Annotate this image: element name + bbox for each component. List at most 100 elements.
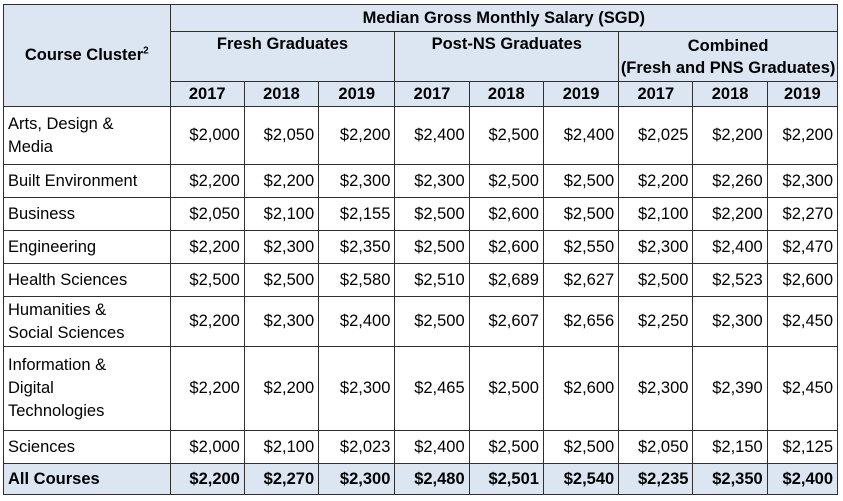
course-cluster-line: Information & <box>8 356 107 374</box>
salary-cell: $2,300 <box>766 164 839 198</box>
salary-cell: $2,400 <box>318 296 396 347</box>
salary-cell: $2,607 <box>468 296 544 347</box>
salary-cell: $2,270 <box>766 197 839 231</box>
salary-cell: $2,656 <box>542 296 620 347</box>
salary-cell: $2,200 <box>692 197 768 231</box>
course-cluster-line: Health Sciences <box>8 270 128 289</box>
course-cluster-name: Humanities & Social Sciences <box>3 296 171 347</box>
salary-cell: $2,200 <box>169 346 245 431</box>
course-cluster-line: Digital <box>8 379 54 397</box>
course-cluster-line: Social Sciences <box>8 323 125 342</box>
salary-cell: $2,600 <box>766 263 839 297</box>
course-cluster-name: Health Sciences <box>3 263 171 297</box>
salary-cell: $2,500 <box>394 296 470 347</box>
table-title: Median Gross Monthly Salary (SGD) <box>169 4 839 32</box>
course-cluster-name: Engineering <box>3 230 171 264</box>
total-salary-cell: $2,350 <box>692 463 768 495</box>
year-header: 2018 <box>692 81 768 107</box>
salary-cell: $2,523 <box>692 263 768 297</box>
salary-cell: $2,150 <box>692 430 768 464</box>
salary-cell: $2,500 <box>169 263 245 297</box>
salary-cell: $2,627 <box>542 263 620 297</box>
salary-cell: $2,600 <box>468 197 544 231</box>
salary-cell: $2,470 <box>766 230 839 264</box>
salary-cell: $2,023 <box>318 430 396 464</box>
year-header: 2017 <box>618 81 694 107</box>
total-salary-cell: $2,540 <box>542 463 620 495</box>
course-cluster-line: Engineering <box>8 237 97 256</box>
salary-cell: $2,300 <box>618 346 694 431</box>
salary-cell: $2,689 <box>468 263 544 297</box>
course-cluster-name: Built Environment <box>3 164 171 198</box>
salary-cell: $2,600 <box>468 230 544 264</box>
salary-cell: $2,500 <box>468 106 544 165</box>
course-cluster-name: Business <box>3 197 171 231</box>
year-header: 2018 <box>243 81 320 107</box>
course-cluster-line: Business <box>8 204 75 223</box>
total-salary-cell: $2,235 <box>618 463 694 495</box>
salary-cell: $2,300 <box>243 296 320 347</box>
salary-cell: $2,155 <box>318 197 396 231</box>
year-header: 2019 <box>318 81 396 107</box>
salary-cell: $2,200 <box>243 346 320 431</box>
salary-cell: $2,500 <box>618 263 694 297</box>
course-cluster-line: Technologies <box>8 402 105 420</box>
group-header-fresh: Fresh Graduates <box>169 31 396 82</box>
course-cluster-line: Sciences <box>8 437 75 456</box>
salary-cell: $2,500 <box>542 430 620 464</box>
combined-subtitle: (Fresh and PNS Graduates) <box>620 58 836 77</box>
salary-table: Course Cluster2 Median Gross Monthly Sal… <box>3 4 839 495</box>
salary-cell: $2,450 <box>766 346 839 431</box>
salary-cell: $2,260 <box>692 164 768 198</box>
table-row: Health Sciences $2,500 $2,500 $2,580 $2,510 $… <box>3 263 839 297</box>
year-header: 2017 <box>169 81 245 107</box>
salary-cell: $2,100 <box>243 430 320 464</box>
salary-cell: $2,500 <box>394 230 470 264</box>
salary-cell: $2,300 <box>618 230 694 264</box>
course-cluster-name: Information & Digital Technologies <box>3 346 171 431</box>
salary-cell: $2,050 <box>243 106 320 165</box>
total-salary-cell: $2,400 <box>766 463 839 495</box>
course-cluster-name: Arts, Design & Media <box>3 106 171 165</box>
salary-cell: $2,200 <box>169 164 245 198</box>
salary-cell: $2,600 <box>542 346 620 431</box>
table-row: Arts, Design & Media $2,000 $2,050 $2,200 $2,… <box>3 106 839 165</box>
salary-cell: $2,250 <box>618 296 694 347</box>
footnote-marker: 2 <box>143 45 149 57</box>
salary-cell: $2,500 <box>243 263 320 297</box>
salary-cell: $2,390 <box>692 346 768 431</box>
salary-cell: $2,300 <box>692 296 768 347</box>
salary-cell: $2,300 <box>318 346 396 431</box>
salary-cell: $2,100 <box>618 197 694 231</box>
salary-cell: $2,100 <box>243 197 320 231</box>
salary-cell: $2,200 <box>318 106 396 165</box>
salary-cell: $2,500 <box>468 346 544 431</box>
salary-cell: $2,000 <box>169 430 245 464</box>
table-row: Business $2,050 $2,100 $2,155 $2,500 $2,600 $2… <box>3 197 839 231</box>
salary-cell: $2,400 <box>394 430 470 464</box>
salary-cell: $2,025 <box>618 106 694 165</box>
salary-cell: $2,300 <box>394 164 470 198</box>
year-header: 2017 <box>394 81 470 107</box>
salary-cell: $2,050 <box>169 197 245 231</box>
group-header-post-ns: Post-NS Graduates <box>394 31 620 82</box>
table-row: Built Environment $2,200 $2,200 $2,300 $2,30… <box>3 164 839 198</box>
year-header: 2018 <box>468 81 544 107</box>
salary-cell: $2,200 <box>618 164 694 198</box>
salary-cell: $2,465 <box>394 346 470 431</box>
total-salary-cell: $2,200 <box>169 463 245 495</box>
course-cluster-line: Humanities & <box>8 300 107 319</box>
course-cluster-header: Course Cluster2 <box>3 4 171 107</box>
salary-cell: $2,500 <box>394 197 470 231</box>
course-cluster-name: Sciences <box>3 430 171 464</box>
salary-cell: $2,450 <box>766 296 839 347</box>
salary-cell: $2,200 <box>169 296 245 347</box>
salary-cell: $2,200 <box>169 230 245 264</box>
salary-cell: $2,500 <box>468 430 544 464</box>
salary-cell: $2,500 <box>542 197 620 231</box>
total-salary-cell: $2,480 <box>394 463 470 495</box>
salary-cell: $2,400 <box>394 106 470 165</box>
total-salary-cell: $2,501 <box>468 463 544 495</box>
salary-cell: $2,200 <box>243 164 320 198</box>
course-cluster-line: Media <box>8 137 53 156</box>
